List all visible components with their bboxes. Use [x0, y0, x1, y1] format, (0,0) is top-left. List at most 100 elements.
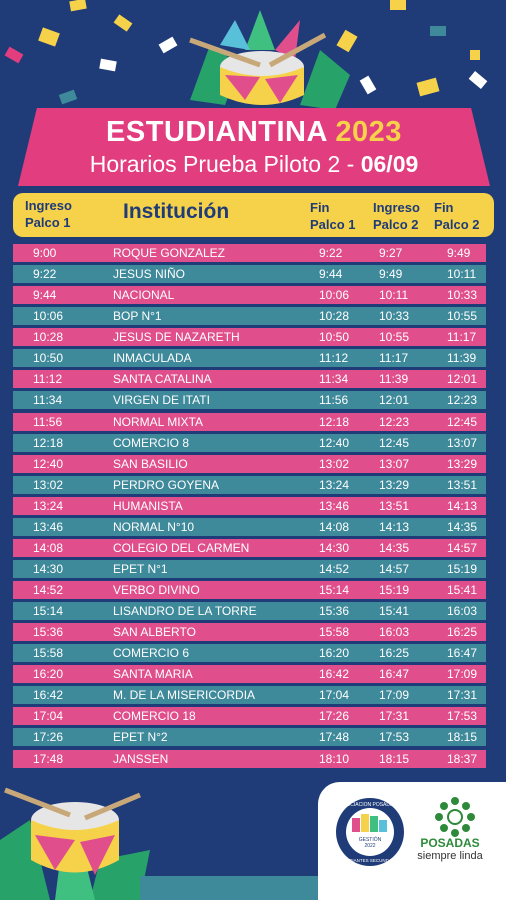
- header-ingreso-palco2: Ingreso Palco 2: [373, 200, 420, 232]
- fin-palco1-cell: 14:30: [319, 540, 350, 555]
- institucion-cell: COLEGIO DEL CARMEN: [113, 540, 250, 555]
- fin-palco1-cell: 10:06: [319, 288, 350, 303]
- svg-text:2022: 2022: [364, 843, 375, 849]
- schedule-table: 9:00 ROQUE GONZALEZ 9:22 9:27 9:49 9:22 JESUS …: [13, 244, 486, 771]
- fin-palco1-cell: 17:48: [319, 730, 350, 745]
- fin-palco1-cell: 13:02: [319, 456, 350, 471]
- table-row: 14:30 EPET N°1 14:52 14:57 15:19: [13, 559, 486, 578]
- ingreso-palco1-cell: 16:20: [33, 667, 64, 682]
- ingreso-palco1-cell: 12:40: [33, 456, 64, 471]
- header-institucion: Institución: [123, 200, 230, 223]
- fin-palco2-cell: 14:57: [447, 540, 478, 555]
- institucion-cell: EPET N°1: [113, 561, 168, 576]
- ingreso-palco2-cell: 13:29: [379, 477, 410, 492]
- institucion-cell: INMACULADA: [113, 351, 192, 366]
- ingreso-palco2-cell: 14:57: [379, 561, 410, 576]
- table-row: 15:58 COMERCIO 6 16:20 16:25 16:47: [13, 644, 486, 663]
- fin-palco2-cell: 14:35: [447, 519, 478, 534]
- institucion-cell: NACIONAL: [113, 288, 175, 303]
- ingreso-palco2-cell: 15:41: [379, 604, 410, 619]
- ingreso-palco1-cell: 15:58: [33, 646, 64, 661]
- fin-palco2-cell: 13:51: [447, 477, 478, 492]
- page-title: ESTUDIANTINA 2023: [18, 116, 490, 149]
- ingreso-palco1-cell: 17:04: [33, 709, 64, 724]
- fin-palco2-cell: 10:11: [447, 267, 477, 282]
- ingreso-palco2-cell: 12:01: [379, 393, 410, 408]
- fin-palco1-cell: 12:40: [319, 435, 350, 450]
- ingreso-palco2-cell: 9:27: [379, 246, 403, 260]
- table-row: 13:02 PERDRO GOYENA 13:24 13:29 13:51: [13, 475, 486, 494]
- table-row: 10:28 JESUS DE NAZARETH 10:50 10:55 11:17: [13, 328, 486, 347]
- ingreso-palco2-cell: 12:45: [379, 435, 410, 450]
- table-row: 15:36 SAN ALBERTO 15:58 16:03 16:25: [13, 623, 486, 642]
- ingreso-palco2-cell: 13:51: [379, 498, 410, 513]
- institucion-cell: M. DE LA MISERICORDIA: [113, 688, 256, 703]
- ingreso-palco2-cell: 13:07: [379, 456, 410, 471]
- fin-palco1-cell: 15:58: [319, 625, 350, 640]
- institucion-cell: COMERCIO 6: [113, 646, 190, 661]
- fin-palco2-cell: 12:23: [447, 393, 478, 408]
- fin-palco2-cell: 18:37: [447, 751, 478, 766]
- ingreso-palco1-cell: 14:30: [33, 561, 64, 576]
- institucion-cell: HUMANISTA: [113, 498, 183, 513]
- fin-palco1-cell: 16:20: [319, 646, 350, 661]
- drum-icon-bottom: [0, 787, 150, 900]
- ingreso-palco2-cell: 17:53: [379, 730, 410, 745]
- ingreso-palco1-cell: 9:22: [33, 267, 57, 282]
- fin-palco1-cell: 11:56: [319, 393, 349, 408]
- ingreso-palco1-cell: 13:02: [33, 477, 64, 492]
- table-row: 14:08 COLEGIO DEL CARMEN 14:30 14:35 14:57: [13, 538, 486, 557]
- title-year: 2023: [335, 116, 402, 148]
- ingreso-palco1-cell: 14:52: [33, 583, 64, 597]
- institucion-cell: COMERCIO 18: [113, 709, 196, 724]
- ingreso-palco1-cell: 9:44: [33, 288, 57, 303]
- fin-palco1-cell: 11:12: [319, 351, 349, 366]
- fin-palco1-cell: 16:42: [319, 667, 350, 682]
- ingreso-palco1-cell: 13:24: [33, 498, 64, 513]
- table-row: 15:14 LISANDRO DE LA TORRE 15:36 15:41 16:03: [13, 602, 486, 621]
- fin-palco1-cell: 12:18: [319, 414, 350, 429]
- fin-palco1-cell: 9:44: [319, 267, 343, 282]
- ingreso-palco2-cell: 11:39: [379, 372, 409, 387]
- page-subtitle: Horarios Prueba Piloto 2 - 06/09: [18, 151, 490, 178]
- fin-palco1-cell: 14:52: [319, 561, 350, 576]
- ingreso-palco1-cell: 12:18: [33, 435, 64, 450]
- fin-palco2-cell: 17:09: [447, 667, 478, 682]
- brand-tagline: siempre linda: [417, 850, 483, 862]
- brand-name: POSADAS: [420, 836, 480, 850]
- ingreso-palco2-cell: 10:11: [379, 288, 409, 303]
- fin-palco2-cell: 15:19: [447, 561, 478, 576]
- institucion-cell: PERDRO GOYENA: [113, 477, 220, 492]
- fin-palco2-cell: 18:15: [447, 730, 478, 745]
- institucion-cell: EPET N°2: [113, 730, 168, 745]
- table-row: 9:44 NACIONAL 10:06 10:11 10:33: [13, 286, 486, 305]
- ingreso-palco2-cell: 17:09: [379, 688, 410, 703]
- ingreso-palco1-cell: 17:26: [33, 730, 64, 745]
- ingreso-palco1-cell: 17:48: [33, 751, 64, 766]
- ingreso-palco1-cell: 10:06: [33, 309, 64, 324]
- ingreso-palco2-cell: 10:33: [379, 309, 410, 324]
- table-row: 9:22 JESUS NIÑO 9:44 9:49 10:11: [13, 265, 486, 284]
- svg-text:ESTUDIANTES SECUNDARIOS: ESTUDIANTES SECUNDARIOS: [337, 858, 403, 863]
- header-ingreso-palco1: Ingreso Palco 1: [25, 198, 72, 230]
- title-main: ESTUDIANTINA: [106, 116, 327, 148]
- ingreso-palco2-cell: 16:25: [379, 646, 410, 661]
- ingreso-palco2-cell: 11:17: [379, 351, 409, 366]
- ingreso-palco1-cell: 11:56: [33, 414, 63, 429]
- ingreso-palco2-cell: 12:23: [379, 414, 410, 429]
- posadas-flower-icon: [435, 797, 475, 837]
- asociacion-logo: ASOCIACION POSADEÑA GESTIÓN 2022 ESTUDIA…: [336, 798, 404, 866]
- fin-palco1-cell: 18:10: [319, 751, 350, 766]
- fin-palco1-cell: 17:26: [319, 709, 350, 724]
- table-row: 11:56 NORMAL MIXTA 12:18 12:23 12:45: [13, 412, 486, 431]
- fin-palco2-cell: 12:45: [447, 414, 478, 429]
- fin-palco2-cell: 17:53: [447, 709, 478, 724]
- table-row: 16:42 M. DE LA MISERICORDIA 17:04 17:09 17:3…: [13, 686, 486, 705]
- fin-palco2-cell: 13:29: [447, 456, 478, 471]
- fin-palco2-cell: 10:55: [447, 309, 478, 324]
- table-row: 13:24 HUMANISTA 13:46 13:51 14:13: [13, 496, 486, 515]
- fin-palco2-cell: 9:49: [447, 246, 471, 260]
- institucion-cell: SANTA MARIA: [113, 667, 193, 682]
- table-row: 14:52 VERBO DIVINO 15:14 15:19 15:41: [13, 581, 486, 599]
- ingreso-palco2-cell: 16:47: [379, 667, 410, 682]
